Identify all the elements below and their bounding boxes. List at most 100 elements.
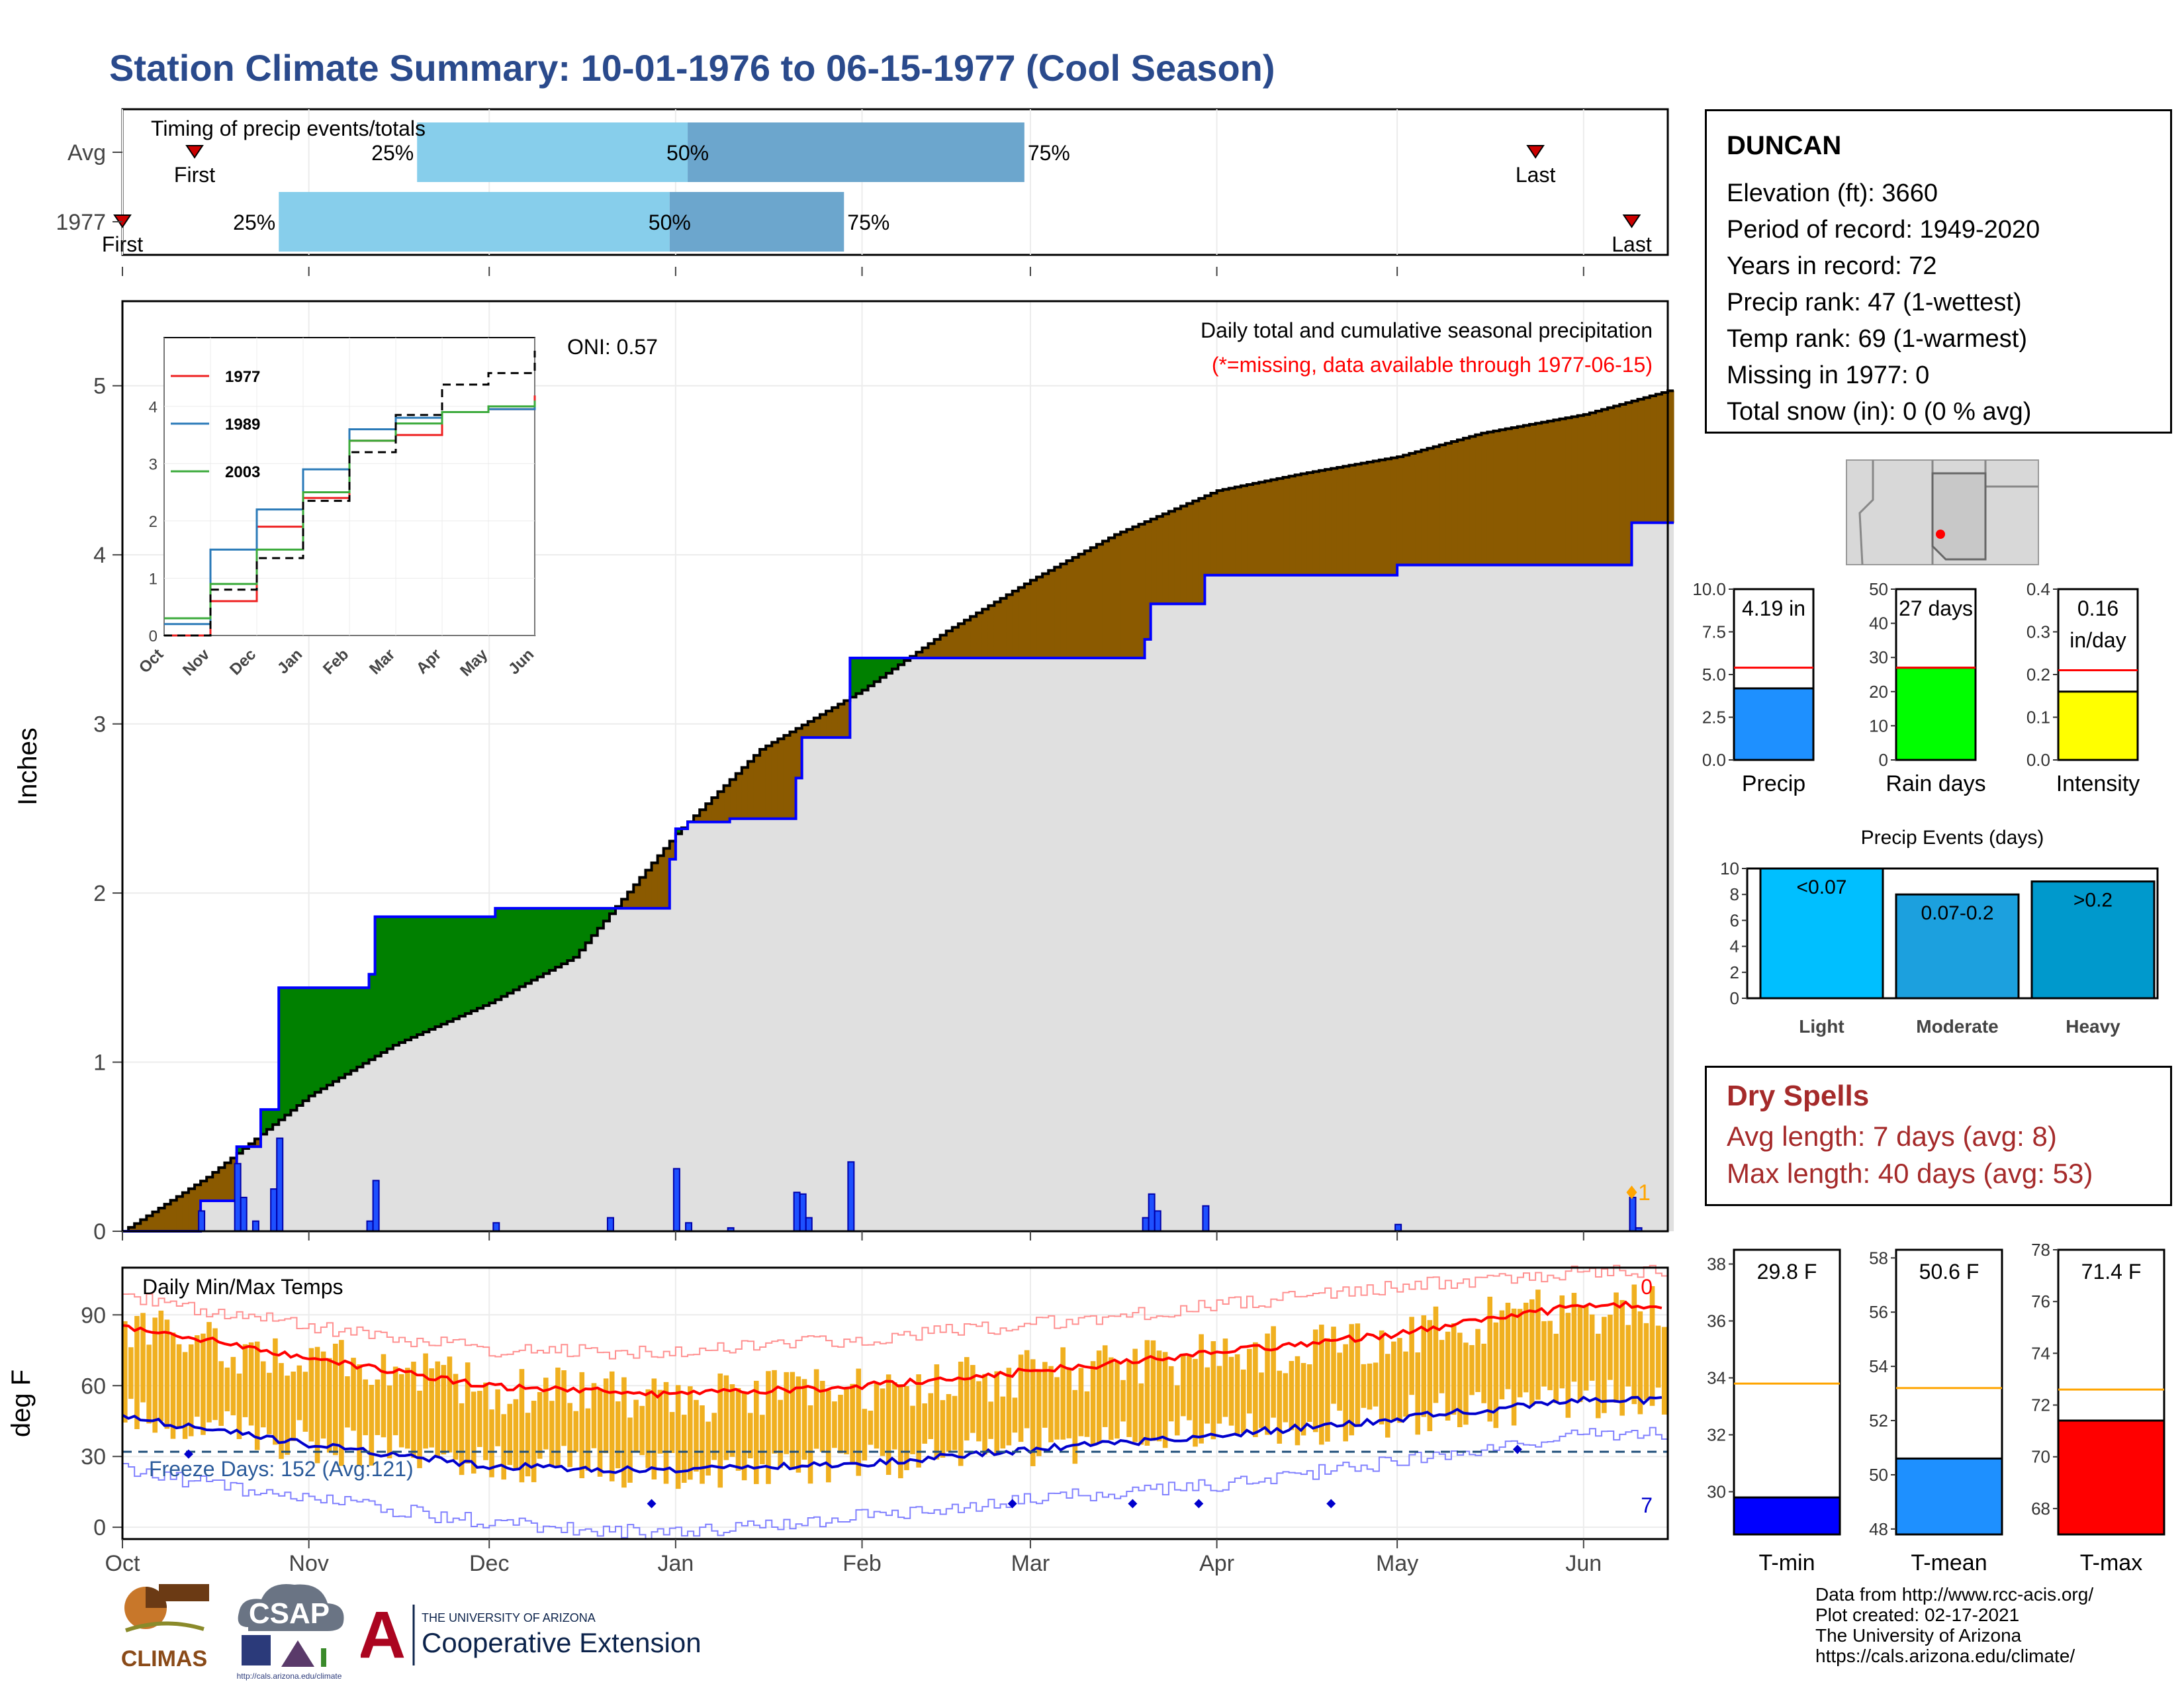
mini-bar-tick-label: 7.5 <box>1702 622 1726 642</box>
daily-temp-bar <box>195 1335 200 1417</box>
daily-temp-bar <box>1126 1361 1132 1437</box>
daily-temp-bar <box>1271 1326 1276 1418</box>
daily-temp-bar <box>296 1365 302 1421</box>
daily-temp-bar <box>531 1401 537 1483</box>
daily-temp-bar <box>459 1403 465 1476</box>
daily-temp-bar <box>1409 1317 1414 1395</box>
precip-y-tick-label: 4 <box>93 543 106 568</box>
daily-temp-bar <box>201 1333 206 1435</box>
events-y-tick-label: 8 <box>1730 884 1739 904</box>
temp-summary-tick-label: 74 <box>2031 1343 2050 1363</box>
daily-temp-bar <box>874 1383 880 1449</box>
mini-bar-category-label: Intensity <box>2056 771 2140 796</box>
daily-temp-bar <box>363 1379 369 1436</box>
daily-temp-bar <box>1042 1362 1048 1428</box>
timing-last-label: Last <box>1612 232 1652 256</box>
station-info-line: Total snow (in): 0 (0 % avg) <box>1727 398 2032 426</box>
daily-temp-bar <box>1120 1380 1126 1422</box>
daily-temp-bar <box>206 1322 212 1423</box>
daily-temp-bar <box>1427 1320 1433 1431</box>
daily-temp-bar <box>429 1368 434 1448</box>
daily-temp-bar <box>128 1347 134 1399</box>
temp-panel-frame <box>121 1266 1669 1540</box>
daily-temp-bar <box>778 1399 783 1468</box>
temp-summary-chart: 30 32 34 36 38 29.8 F T-min <box>1707 1248 1841 1575</box>
daily-temp-bar <box>1030 1359 1036 1466</box>
timing-first-label: First <box>102 232 143 256</box>
temp-summary-tick-label: 78 <box>2031 1240 2050 1260</box>
daily-temp-bar <box>850 1383 855 1463</box>
daily-temp-bar <box>561 1370 567 1446</box>
daily-temp-bar <box>1608 1314 1613 1380</box>
precip-panel-frame <box>121 300 1669 1233</box>
events-range-label: <0.07 <box>1797 876 1847 898</box>
daily-temp-bar <box>254 1341 260 1450</box>
daily-temp-bar <box>1403 1351 1408 1417</box>
daily-temp-bar <box>1373 1362 1379 1407</box>
daily-temp-bar <box>1060 1347 1066 1440</box>
daily-temp-bar <box>1535 1289 1541 1400</box>
inset-line-avg <box>164 350 536 637</box>
inset-y-tick-label: 2 <box>149 513 158 531</box>
mini-bar-value-label: in/day <box>2070 628 2126 652</box>
page-title: Station Climate Summary: 10-01-1976 to 0… <box>109 47 1275 89</box>
daily-temp-bar <box>1144 1340 1150 1446</box>
daily-temp-bar <box>573 1411 579 1452</box>
daily-temp-bar <box>1589 1314 1595 1381</box>
mini-bar-tick-label: 10.0 <box>1692 579 1726 599</box>
temp-summary-tick-label: 34 <box>1707 1368 1726 1388</box>
timing-q75-label: 75% <box>1028 141 1070 165</box>
daily-temp-bar <box>958 1362 964 1466</box>
record-low-marker <box>1128 1499 1138 1509</box>
daily-temp-bar <box>357 1364 362 1466</box>
daily-temp-bar <box>705 1421 711 1476</box>
daily-temp-bar <box>549 1401 555 1467</box>
daily-temp-bar <box>675 1385 681 1489</box>
daily-temp-bar <box>1247 1348 1252 1414</box>
daily-temp-bar <box>819 1381 825 1452</box>
arizona-state-shape <box>1931 472 1987 561</box>
daily-temp-bar <box>1084 1391 1090 1437</box>
temp-y-axis-label: deg F <box>7 1370 36 1437</box>
daily-temp-bar <box>1547 1321 1553 1391</box>
daily-temp-bar <box>212 1328 218 1421</box>
temp-summary-chart: 68 70 72 74 76 78 71.4 F T-max <box>2031 1240 2165 1575</box>
precip-y-tick-label: 0 <box>93 1219 106 1244</box>
daily-temp-bar <box>1024 1350 1030 1429</box>
daily-temp-bar <box>122 1321 128 1423</box>
daily-temp-bar <box>657 1389 663 1454</box>
daily-temp-bar <box>1319 1325 1324 1445</box>
events-y-tick-label: 6 <box>1730 910 1739 930</box>
daily-precip-bar <box>366 1220 374 1233</box>
station-info-line: Years in record: 72 <box>1727 252 1937 280</box>
daily-temp-bar <box>922 1403 927 1444</box>
timing-first-label: First <box>174 163 215 187</box>
daily-temp-bar <box>639 1405 645 1456</box>
temp-summary-bar <box>2057 1419 2165 1536</box>
daily-temp-bar <box>1168 1366 1174 1422</box>
daily-temp-bar <box>1463 1342 1469 1425</box>
daily-precip-bar <box>1394 1223 1402 1233</box>
daily-temp-bar <box>868 1411 874 1445</box>
daily-temp-bar <box>332 1343 338 1456</box>
daily-precip-bar <box>1142 1217 1150 1232</box>
daily-temp-bar <box>1361 1364 1367 1408</box>
daily-temp-bar <box>813 1369 819 1449</box>
daily-temp-bar <box>694 1399 699 1472</box>
inset-legend-label: 2003 <box>225 463 260 481</box>
daily-temp-bar <box>387 1385 392 1459</box>
daily-temp-bar <box>1181 1354 1186 1417</box>
daily-temp-bar <box>1306 1364 1312 1423</box>
events-bar <box>1759 867 1884 1000</box>
temp-summary-frame <box>1733 1248 1841 1536</box>
record-low-marker <box>1512 1444 1522 1454</box>
daily-temp-bar <box>1253 1342 1258 1438</box>
daily-temp-bar <box>1156 1350 1162 1442</box>
daily-temp-bar <box>1385 1354 1390 1438</box>
daily-temp-bar <box>1505 1302 1511 1389</box>
timing-q25-label: 25% <box>233 211 275 234</box>
daily-temp-bar <box>1259 1372 1264 1429</box>
daily-temp-bar <box>891 1382 897 1450</box>
daily-temp-bar <box>435 1361 441 1458</box>
daily-temp-bar <box>537 1391 543 1459</box>
